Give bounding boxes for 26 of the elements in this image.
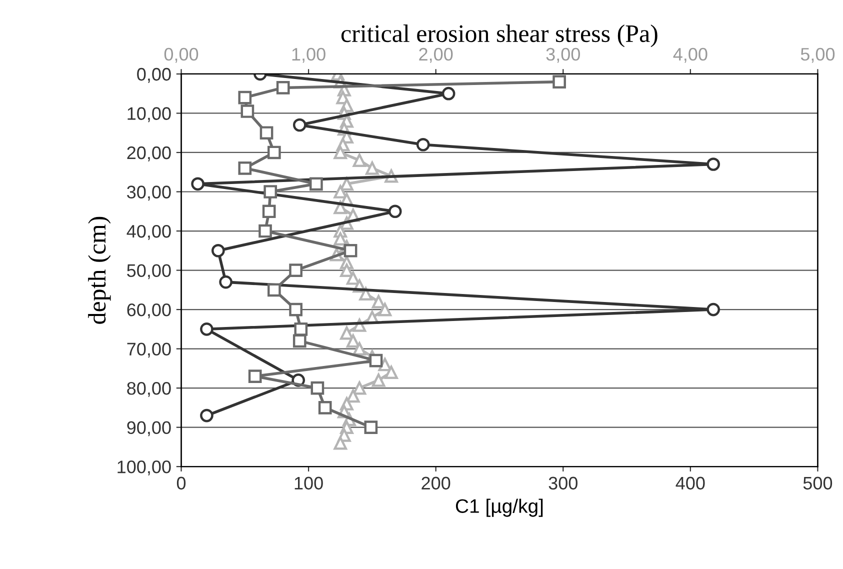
y-tick-label: 30,00	[127, 186, 171, 201]
y-tick-label: 100,00	[118, 460, 171, 476]
x-tick-label: 100	[294, 476, 323, 490]
x-tick-label: 400	[676, 476, 705, 490]
y-tick-label: 40,00	[126, 224, 171, 240]
x2-tick-label: 3,00	[546, 48, 580, 63]
x-tick-label: 500	[803, 476, 832, 490]
y-tick-label: 20,00	[127, 146, 171, 162]
x2-tick-label: 4,00	[673, 48, 708, 63]
y-tick-label: 10,00	[128, 107, 171, 122]
x2-tick-label: 1,00	[292, 48, 326, 63]
x-axis-title: C1 [µg/kg]	[456, 498, 543, 517]
y-tick-label: 70,00	[127, 342, 171, 358]
y-tick-label: 80,00	[127, 382, 171, 397]
y-tick-label: 0,00	[137, 68, 171, 83]
y-axis-title: depth (cm)	[88, 216, 111, 324]
y-tick-label: 90,00	[127, 421, 171, 436]
x2-tick-label: 0,00	[164, 48, 198, 63]
x-tick-label: 0	[176, 476, 186, 490]
y-tick-label: 60,00	[127, 303, 171, 318]
x2-axis-title: critical erosion shear stress (Pa)	[341, 24, 658, 48]
x2-tick-label: 2,00	[419, 48, 453, 63]
x-tick-label: 200	[422, 476, 450, 490]
x2-tick-label: 5,00	[800, 48, 835, 63]
x-tick-label: 300	[548, 476, 578, 490]
y-tick-label: 50,00	[127, 264, 171, 280]
